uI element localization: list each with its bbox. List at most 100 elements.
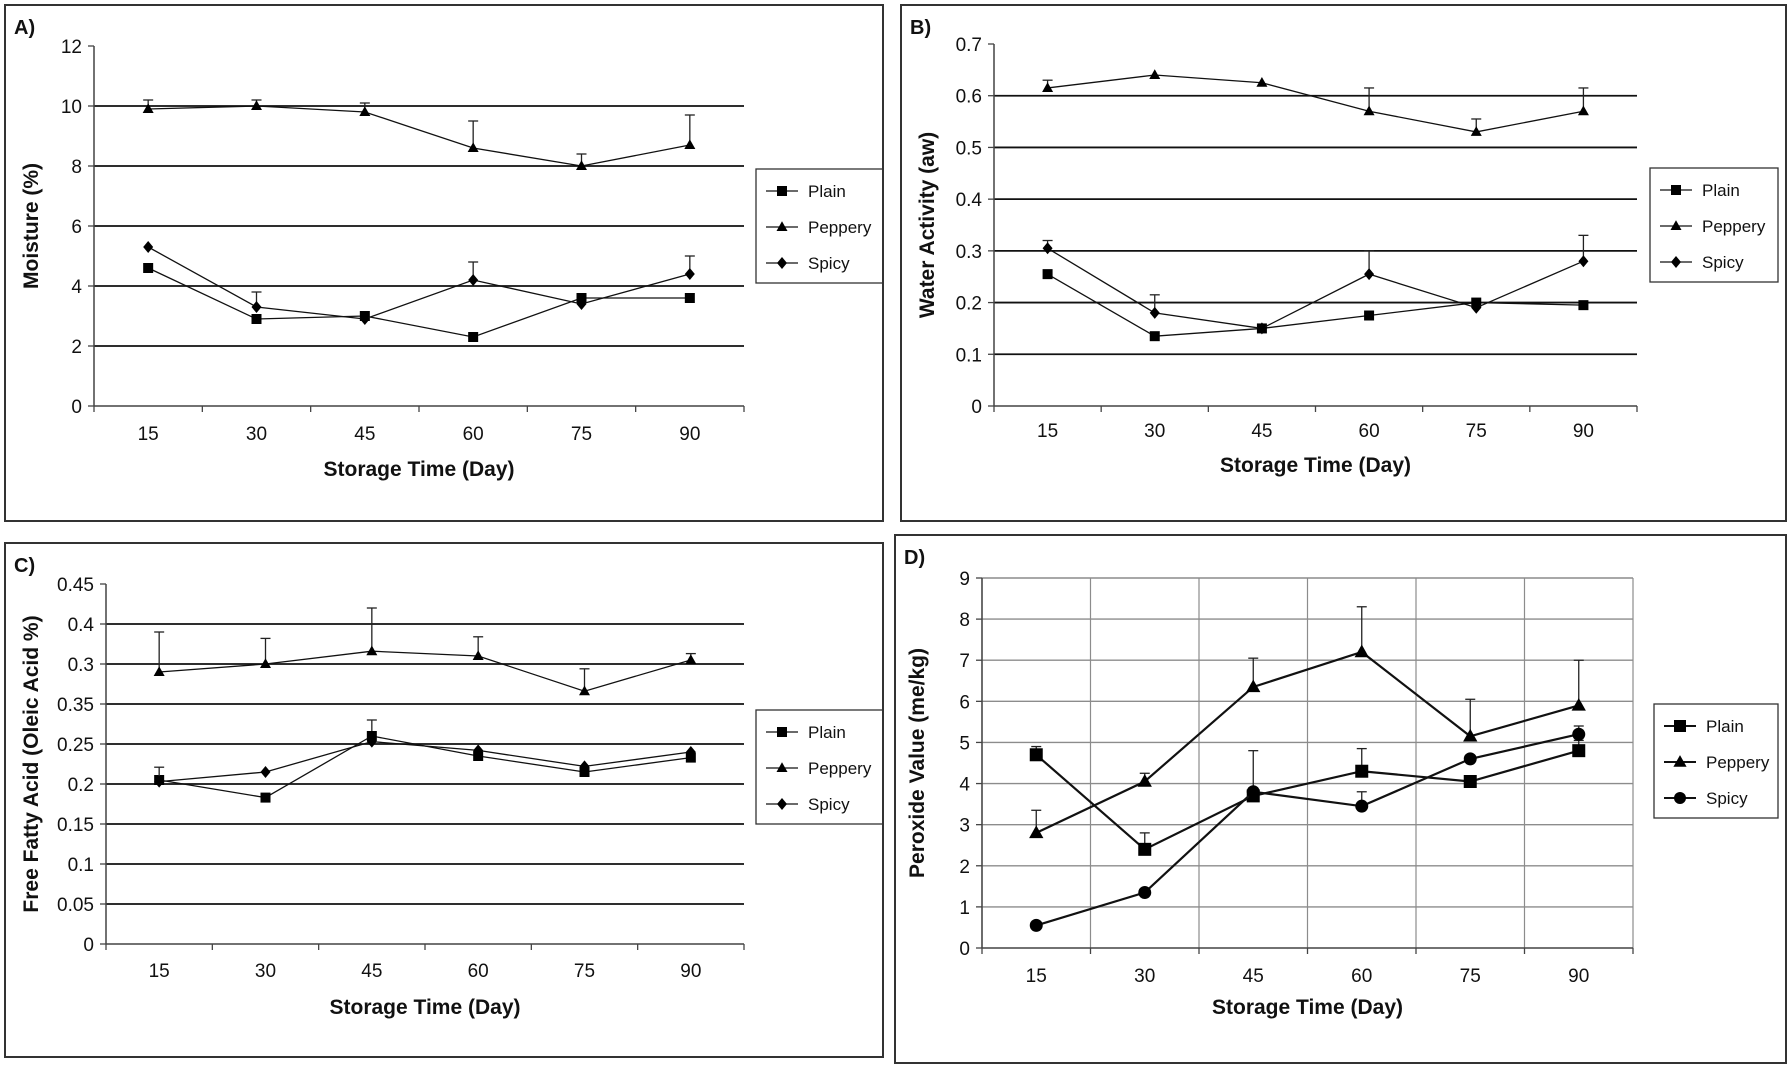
legend-label: Plain <box>808 723 846 742</box>
series-line <box>1035 749 1580 851</box>
data-point <box>1149 331 1160 342</box>
series-line <box>148 105 690 167</box>
y-tick-label: 3 <box>959 816 970 837</box>
data-point <box>1149 69 1161 80</box>
series-line <box>1035 733 1579 927</box>
data-point <box>1463 752 1477 766</box>
gridlines <box>994 94 1637 356</box>
y-tick-label: 6 <box>71 217 82 238</box>
free-fatty-acid-chart: C) 0 0.05 0.1 0.15 0.2 0.25 0.35 0.3 0.4 0.45 15 30 4… <box>14 555 885 1019</box>
y-tick-label: 8 <box>959 610 970 631</box>
y-tick-label: 0 <box>71 397 82 418</box>
x-tick-label: 15 <box>1037 421 1058 442</box>
data-point <box>579 685 590 696</box>
x-tick-label: 30 <box>255 961 276 982</box>
data-point <box>684 139 696 149</box>
legend-label: Peppery <box>808 759 872 778</box>
x-tick-label: 45 <box>1243 966 1264 987</box>
data-point <box>359 313 370 325</box>
legend-swatch-marker <box>776 221 788 231</box>
data-point <box>1572 727 1586 741</box>
x-tick-label: 30 <box>1144 421 1165 442</box>
x-tick-label: 75 <box>571 424 592 445</box>
data-point <box>467 142 479 152</box>
y-tick-label: 0 <box>971 397 982 418</box>
legend-label: Plain <box>1702 181 1740 200</box>
data-point <box>1471 301 1482 314</box>
data-point <box>143 263 154 273</box>
legend-swatch-marker <box>1670 220 1682 230</box>
series-spicy <box>154 735 696 788</box>
y-axis-title: Water Activity (aw) <box>916 132 939 318</box>
legend-label: Spicy <box>1706 789 1748 808</box>
series-line <box>147 246 691 320</box>
data-point <box>579 760 590 773</box>
y-tick-label: 0.5 <box>956 138 982 159</box>
data-point <box>153 666 165 676</box>
x-axis-title: Storage Time (Day) <box>1220 454 1411 477</box>
series-line <box>1035 650 1580 834</box>
y-tick-label: 0.15 <box>57 815 94 836</box>
legend-label: Spicy <box>1702 253 1744 272</box>
x-tick-label: 90 <box>1573 421 1594 442</box>
series-line <box>159 650 692 692</box>
x-tick-label: 45 <box>361 961 382 982</box>
data-point <box>1042 269 1053 280</box>
series-plain <box>1042 269 1589 342</box>
series-plain <box>1029 739 1586 856</box>
panel-label: A) <box>14 17 35 39</box>
legend-swatch-marker <box>1674 720 1686 732</box>
legend-label: Plain <box>1706 717 1744 736</box>
x-tick-label: 15 <box>138 424 159 445</box>
data-point <box>1577 105 1589 116</box>
series-line <box>147 267 690 338</box>
data-point <box>1256 322 1267 335</box>
y-tick-label: 0.4 <box>956 190 983 211</box>
legend: Plain Peppery Spicy <box>755 709 885 825</box>
panel-label: C) <box>14 555 35 577</box>
series-spicy <box>1029 725 1586 932</box>
y-tick-label: 0.05 <box>57 895 94 916</box>
x-tick-label: 15 <box>1026 966 1047 987</box>
series-line <box>1047 273 1584 337</box>
legend-swatch-marker <box>1673 755 1687 767</box>
y-tick-label: 0.25 <box>57 735 94 756</box>
y-tick-label: 2 <box>959 857 970 878</box>
data-point <box>1578 300 1589 311</box>
data-point <box>251 301 262 313</box>
series-spicy <box>143 241 695 325</box>
chart-panel-a: A) 0 2 4 6 8 10 12 15 30 45 60 75 90 Storage Time (Day… <box>4 4 885 522</box>
series-peppery <box>1042 69 1589 136</box>
x-tick-label: 75 <box>1466 421 1487 442</box>
legend-swatch-marker <box>777 727 787 737</box>
y-tick-label: 0.7 <box>956 35 982 56</box>
y-tick-label: 12 <box>61 37 82 58</box>
data-point <box>1246 785 1260 799</box>
y-tick-label: 0.3 <box>68 655 94 676</box>
legend-swatch-marker <box>1671 185 1681 195</box>
data-point <box>1470 126 1482 136</box>
y-tick-label: 0.6 <box>956 87 982 108</box>
x-tick-label: 30 <box>246 424 267 445</box>
data-point <box>1029 825 1044 839</box>
series-plain <box>143 263 695 342</box>
y-tick-label: 10 <box>61 97 82 118</box>
legend: Plain Peppery Spicy <box>1649 167 1779 283</box>
y-tick-label: 0.4 <box>68 615 95 636</box>
data-point <box>685 654 697 664</box>
y-tick-label: 0 <box>959 939 970 960</box>
chart-panel-d: D) 0 1 2 3 4 5 6 7 8 9 15 30 45 60 75 90 Storage Time (Da… <box>894 534 1787 1064</box>
series-peppery <box>1029 606 1586 839</box>
series-line <box>159 735 691 799</box>
data-point <box>473 744 484 757</box>
y-axis-title: Moisture (%) <box>20 163 43 289</box>
data-point <box>1364 268 1375 281</box>
legend-label: Peppery <box>1702 217 1766 236</box>
legend: Plain Peppery Spicy <box>1653 703 1779 819</box>
data-point <box>1042 242 1053 255</box>
y-axis-title: Peroxide Value (me/kg) <box>906 648 929 878</box>
legend-swatch-marker <box>777 798 787 810</box>
panel-label: D) <box>904 547 925 569</box>
x-tick-label: 45 <box>354 424 375 445</box>
data-point <box>684 268 695 280</box>
